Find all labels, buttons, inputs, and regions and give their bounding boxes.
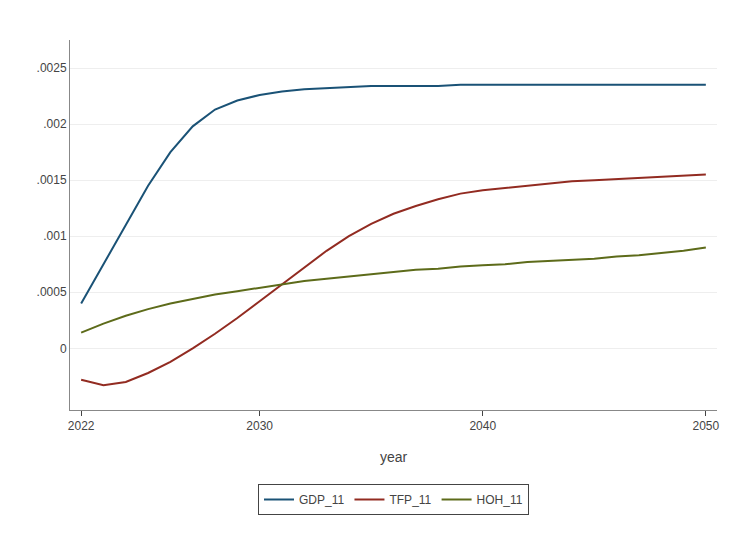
svg-text:TFP_11: TFP_11 bbox=[389, 493, 431, 507]
svg-text:GDP_11: GDP_11 bbox=[299, 493, 344, 507]
svg-text:2030: 2030 bbox=[246, 419, 273, 433]
svg-text:.0025: .0025 bbox=[37, 61, 67, 75]
svg-text:2040: 2040 bbox=[469, 419, 496, 433]
svg-text:year: year bbox=[380, 449, 408, 465]
svg-text:.002: .002 bbox=[43, 117, 67, 131]
svg-text:.001: .001 bbox=[43, 229, 67, 243]
svg-text:0: 0 bbox=[60, 342, 67, 356]
svg-text:2050: 2050 bbox=[692, 419, 719, 433]
svg-text:.0015: .0015 bbox=[37, 173, 67, 187]
svg-text:2022: 2022 bbox=[68, 419, 95, 433]
svg-text:.0005: .0005 bbox=[37, 285, 67, 299]
svg-text:HOH_11: HOH_11 bbox=[477, 493, 523, 507]
